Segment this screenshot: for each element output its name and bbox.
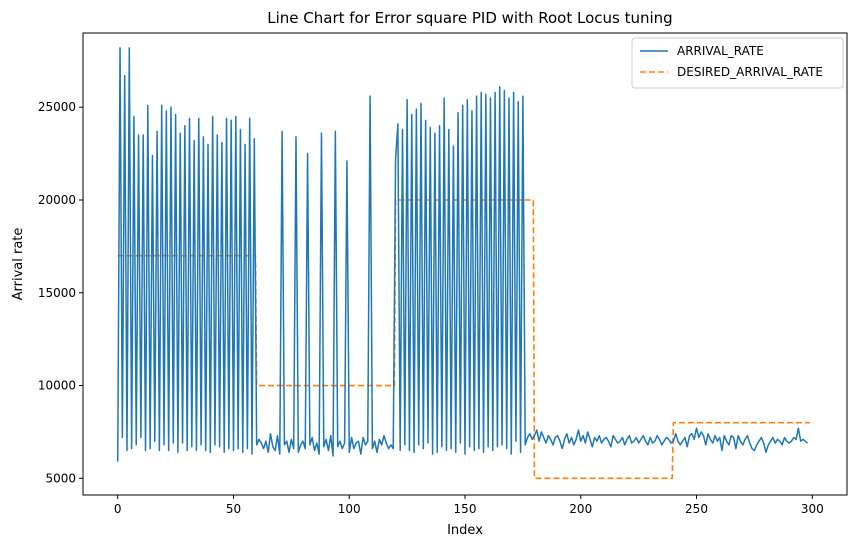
x-tick-label: 100 [338,502,361,516]
y-tick-label: 25000 [38,100,76,114]
y-axis-title: Arrival rate [11,228,26,301]
x-tick-label: 200 [569,502,592,516]
x-axis-title: Index [447,523,483,538]
legend-label-arrival-rate: ARRIVAL_RATE [677,44,764,58]
y-tick-label: 5000 [45,471,76,485]
x-tick-label: 250 [685,502,708,516]
y-tick-label: 15000 [38,286,76,300]
x-axis: 0 50 100 150 200 250 300 [114,495,824,516]
series-line-arrival-rate [116,47,809,462]
chart-title: Line Chart for Error square PID with Roo… [267,9,672,27]
plot-area [116,47,810,480]
x-tick-label: 300 [801,502,824,516]
x-tick-label: 150 [454,502,477,516]
y-axis: 5000 10000 15000 20000 25000 [38,100,83,485]
y-tick-label: 10000 [38,379,76,393]
x-tick-label: 0 [114,502,122,516]
legend-label-desired-arrival-rate: DESIRED_ARRIVAL_RATE [677,65,823,79]
y-tick-label: 20000 [38,193,76,207]
legend: ARRIVAL_RATE DESIRED_ARRIVAL_RATE [631,37,844,89]
x-tick-label: 50 [226,502,241,516]
legend-box [631,37,844,89]
